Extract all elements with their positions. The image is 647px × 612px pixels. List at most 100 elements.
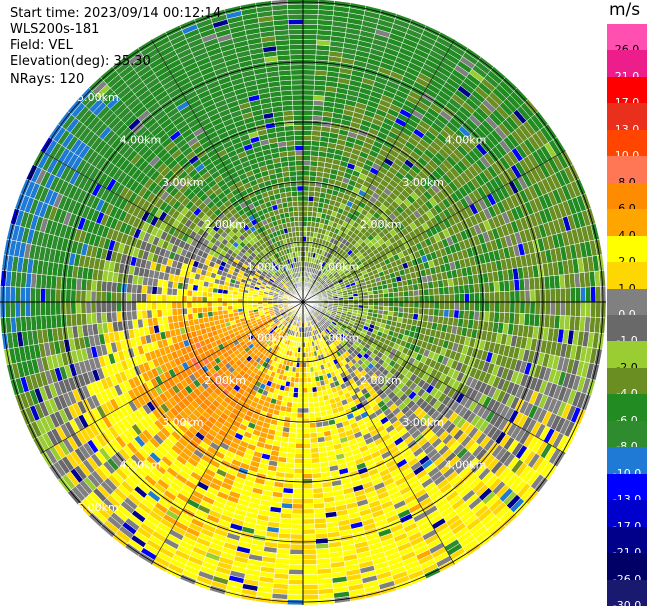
velocity-gate [449, 294, 454, 302]
velocity-gate [303, 590, 318, 595]
velocity-gate [292, 397, 298, 403]
velocity-gate [297, 413, 303, 418]
velocity-gate [308, 211, 313, 216]
velocity-gate [555, 302, 560, 316]
velocity-gate [290, 544, 303, 549]
velocity-gate [303, 156, 311, 161]
velocity-gate [429, 302, 434, 309]
velocity-gate [296, 423, 303, 428]
velocity-gate [310, 171, 317, 177]
velocity-gate [424, 302, 429, 309]
velocity-gate [414, 296, 419, 302]
velocity-gate [303, 433, 310, 438]
velocity-gate [550, 302, 555, 315]
velocity-gate [454, 310, 460, 319]
velocity-gate [310, 438, 318, 444]
velocity-gate [287, 595, 303, 601]
velocity-gate [306, 362, 310, 367]
velocity-gate [399, 297, 404, 302]
velocity-gate [530, 290, 535, 302]
velocity-gate [303, 201, 308, 206]
velocity-gate [303, 423, 310, 428]
velocity-gate [303, 166, 310, 171]
velocity-gate [303, 549, 316, 554]
velocity-gate [520, 302, 525, 314]
velocity-gate [288, 590, 303, 595]
velocity-gate [309, 186, 315, 192]
velocity-gate [369, 302, 374, 306]
velocity-gate [303, 519, 315, 524]
velocity-gate [303, 393, 308, 398]
velocity-gate [495, 292, 500, 302]
velocity-gate [291, 529, 303, 534]
velocity-gate [303, 221, 307, 226]
velocity-gate [303, 428, 310, 433]
velocity-gate [409, 296, 414, 302]
velocity-gate [303, 378, 307, 383]
velocity-gate [399, 302, 404, 307]
velocity-gate [306, 367, 310, 372]
velocity-gate [303, 115, 313, 120]
velocity-gate [310, 428, 317, 434]
velocity-gate [303, 176, 310, 181]
velocity-gate [303, 151, 311, 156]
velocity-gate [291, 519, 303, 524]
velocity-gate [303, 29, 317, 34]
velocity-gate [303, 559, 317, 564]
velocity-gate [311, 151, 319, 157]
velocity-gate [591, 287, 596, 302]
velocity-gate [444, 294, 449, 302]
velocity-gate [379, 298, 384, 302]
velocity-gate [469, 302, 474, 311]
velocity-gate [294, 463, 303, 468]
velocity-gate [296, 428, 303, 433]
velocity-gate [293, 484, 303, 489]
velocity-gate [303, 85, 314, 90]
velocity-gate [303, 44, 317, 49]
velocity-gate [419, 296, 424, 302]
velocity-gate [525, 302, 530, 314]
velocity-gate [303, 529, 315, 534]
velocity-gate [299, 368, 303, 373]
velocity-gate [303, 489, 313, 494]
velocity-gate [309, 413, 315, 419]
velocity-gate [389, 297, 394, 302]
velocity-gate [454, 286, 460, 295]
velocity-gate [550, 289, 555, 302]
velocity-gate [580, 302, 585, 317]
velocity-gate [291, 534, 303, 539]
velocity-gate [303, 80, 315, 85]
velocity-gate [580, 287, 585, 302]
velocity-gate [303, 70, 315, 75]
velocity-gate [303, 584, 318, 590]
velocity-gate [424, 295, 429, 302]
velocity-gate [419, 302, 424, 308]
velocity-gate [464, 285, 470, 294]
velocity-gate [434, 302, 439, 309]
velocity-gate [393, 292, 398, 297]
velocity-gate [286, 463, 295, 469]
velocity-gate [309, 176, 316, 182]
velocity-gate [454, 294, 459, 302]
velocity-gate [312, 387, 317, 393]
velocity-gate [404, 302, 409, 308]
velocity-gate [398, 291, 404, 297]
velocity-gate [303, 120, 313, 125]
velocity-gate [596, 302, 602, 318]
velocity-gate [303, 524, 315, 529]
velocity-gate [303, 191, 309, 196]
velocity-gate [560, 302, 565, 316]
velocity-gate [303, 398, 308, 403]
velocity-gate [384, 298, 389, 303]
velocity-gate [449, 310, 455, 318]
velocity-gate [303, 574, 318, 580]
velocity-gate [495, 302, 500, 312]
velocity-gate [303, 499, 314, 504]
velocity-gate [303, 206, 308, 211]
velocity-gate [469, 284, 475, 293]
velocity-gate [434, 288, 440, 295]
velocity-gate [575, 288, 581, 303]
velocity-gate [394, 297, 399, 302]
velocity-gate [297, 418, 303, 423]
velocity-gate [303, 453, 311, 458]
